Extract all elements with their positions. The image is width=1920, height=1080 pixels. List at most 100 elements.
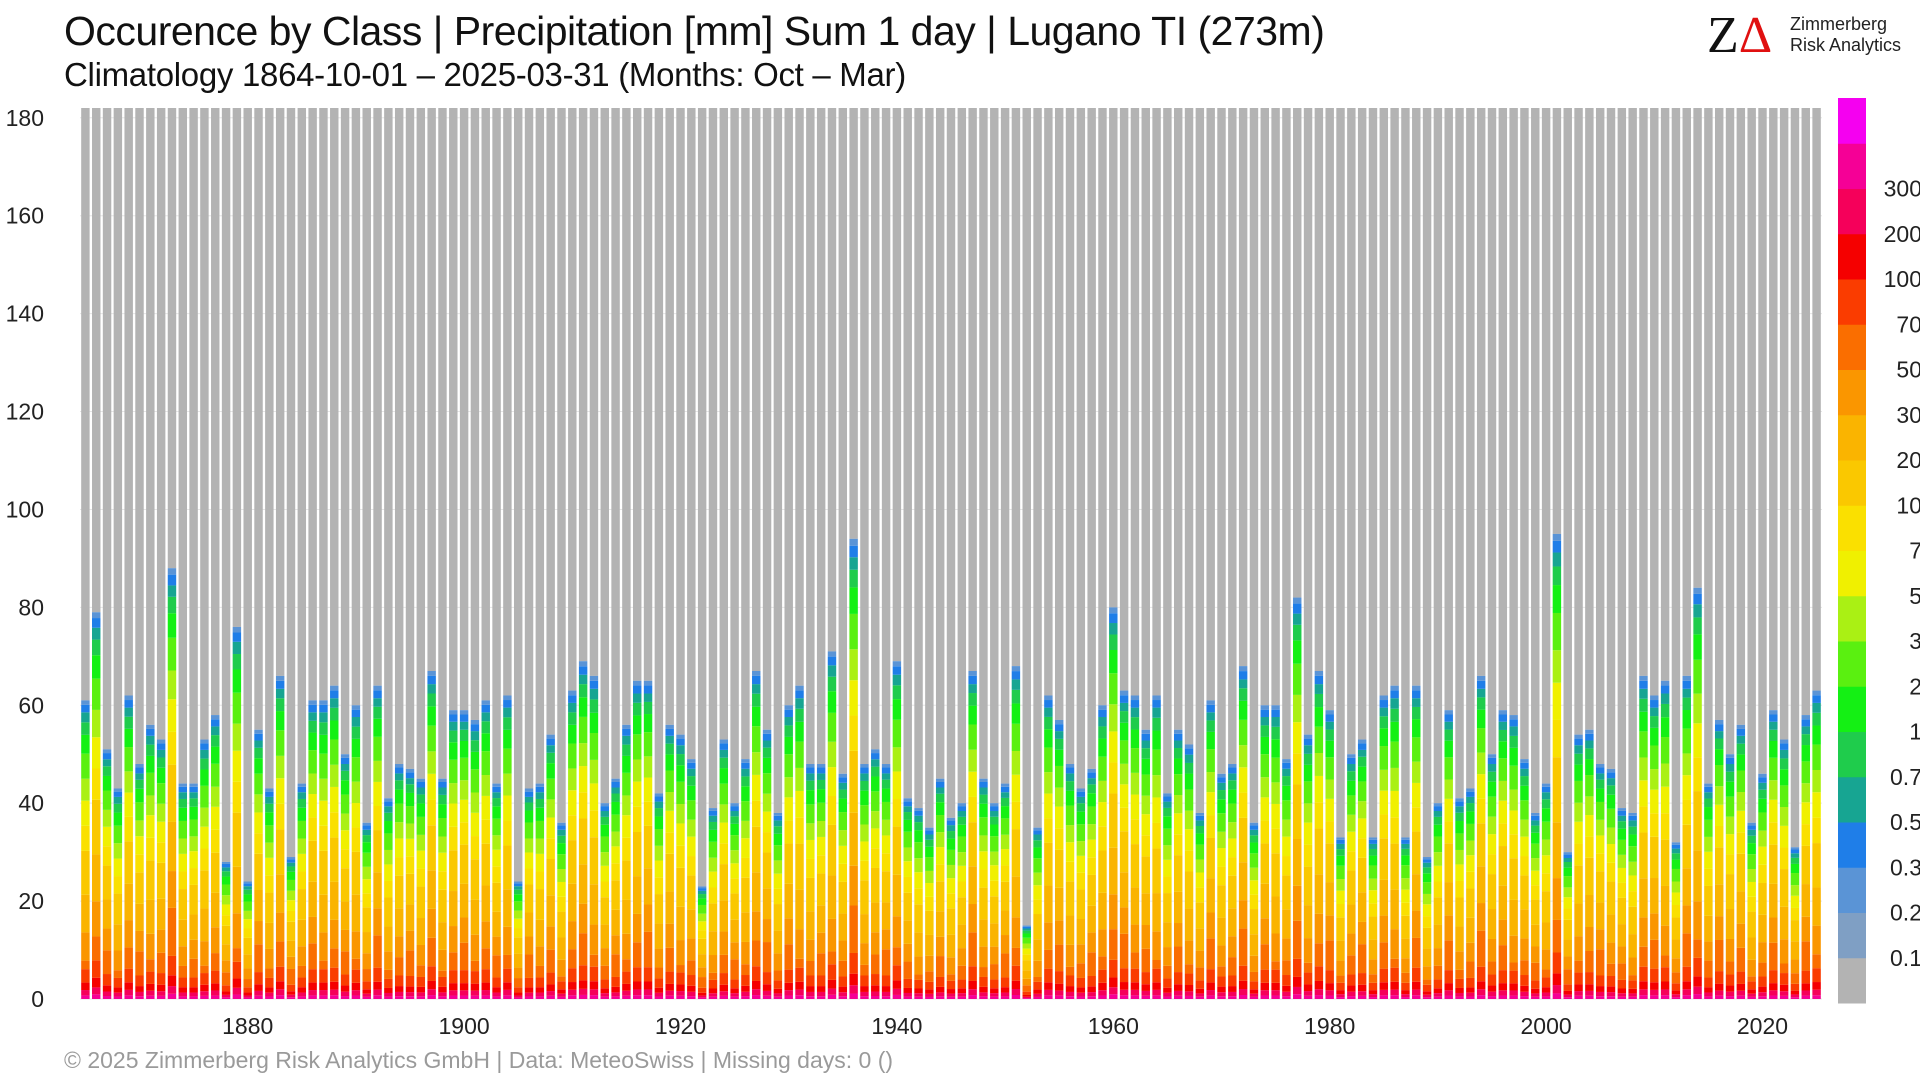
bar-segment [449,742,458,760]
bar-segment [470,751,480,770]
bar-segment [275,711,285,731]
bar-segment [1714,995,1724,999]
bar-segment [1379,995,1389,999]
bar-segment [935,778,945,783]
bar-segment [1217,848,1226,867]
bar-1912 [589,108,599,999]
bar-segment [211,852,220,893]
bar-segment [730,993,739,997]
bar-segment-dry [394,108,404,765]
bar-segment [351,709,361,718]
bar-segment [232,866,242,914]
bar-segment [1282,836,1291,857]
company-logo[interactable]: ZΔ Zimmerberg Risk Analytics [1707,8,1907,64]
bar-segment [903,819,912,832]
bar-segment [589,995,599,999]
bar-segment [156,984,166,992]
bar-segment [1520,762,1529,769]
bar-segment [146,772,155,796]
bar-segment [925,910,934,935]
bar-segment [1238,767,1248,793]
bar-segment [1368,916,1378,940]
bar-segment [167,764,177,822]
x-tick-label: 1920 [655,1013,706,1039]
y-tick-label: 160 [6,203,44,229]
bar-segment [449,850,458,892]
bar-segment [492,987,501,993]
bar-1920 [676,108,685,999]
bar-segment [1249,880,1259,895]
bar-segment [871,848,880,868]
bar-segment [719,768,729,784]
bar-segment [752,774,761,801]
bar-1949 [990,108,999,999]
bar-segment-dry [827,108,837,652]
bar-segment [470,731,480,741]
bar-segment [1163,859,1172,877]
bar-segment [211,892,220,928]
bar-segment [1347,831,1356,852]
bar-segment [1422,948,1432,967]
bar-segment [816,953,826,976]
bar-segment [113,977,123,988]
bar-segment [816,767,826,774]
bar-segment [849,715,858,751]
bar-segment [827,988,837,995]
bar-segment [1022,933,1031,938]
bar-segment-dry [784,108,793,706]
bar-segment [1498,970,1508,984]
bar-segment [752,980,761,990]
bar-segment [1303,753,1313,765]
bar-segment [1249,842,1259,854]
bar-1892 [373,108,382,999]
bar-segment [1206,837,1215,879]
bar-1902 [481,108,490,999]
bar-segment [578,818,588,865]
bar-segment [178,996,188,999]
bar-segment [1606,986,1616,993]
bar-segment [189,783,198,787]
bar-segment [1065,915,1075,945]
bar-segment [1000,818,1010,835]
bar-segment [167,975,177,987]
bar-segment [871,974,880,986]
bar-segment [286,956,296,969]
legend-label: 3 [1909,628,1920,654]
bar-segment [1714,804,1724,826]
bar-segment [1282,785,1291,801]
bar-segment [1098,705,1107,710]
bar-1911 [578,108,588,999]
bar-segment [1293,722,1302,754]
bar-segment [1769,799,1778,823]
bar-1987 [1401,108,1410,999]
bar-segment [633,942,642,968]
bar-segment [146,728,155,736]
bar-segment [1444,983,1453,991]
bar-segment [697,987,707,993]
bar-segment [113,812,123,826]
bar-segment [1238,700,1248,720]
bar-segment [297,853,307,872]
y-tick-label: 180 [6,105,44,131]
bar-segment [81,800,90,826]
bar-segment-dry [156,108,166,740]
bar-segment [784,982,793,991]
bar-segment [340,770,350,781]
bar-segment [513,886,523,890]
bar-segment [1520,875,1529,910]
bar-segment [1401,855,1410,866]
bar-segment [1487,985,1497,992]
bar-segment [1054,990,1064,996]
bar-segment [1173,984,1183,991]
bar-segment [1076,996,1086,999]
bar-segment [697,995,707,998]
bar-segment [892,980,902,989]
bar-1915 [622,108,631,999]
bar-segment [1173,748,1183,759]
bar-segment [481,885,490,922]
bar-segment [1422,904,1432,917]
bar-segment [1714,786,1724,805]
bar-segment [492,849,501,867]
bar-segment [1217,917,1226,946]
bar-segment [1650,989,1659,996]
